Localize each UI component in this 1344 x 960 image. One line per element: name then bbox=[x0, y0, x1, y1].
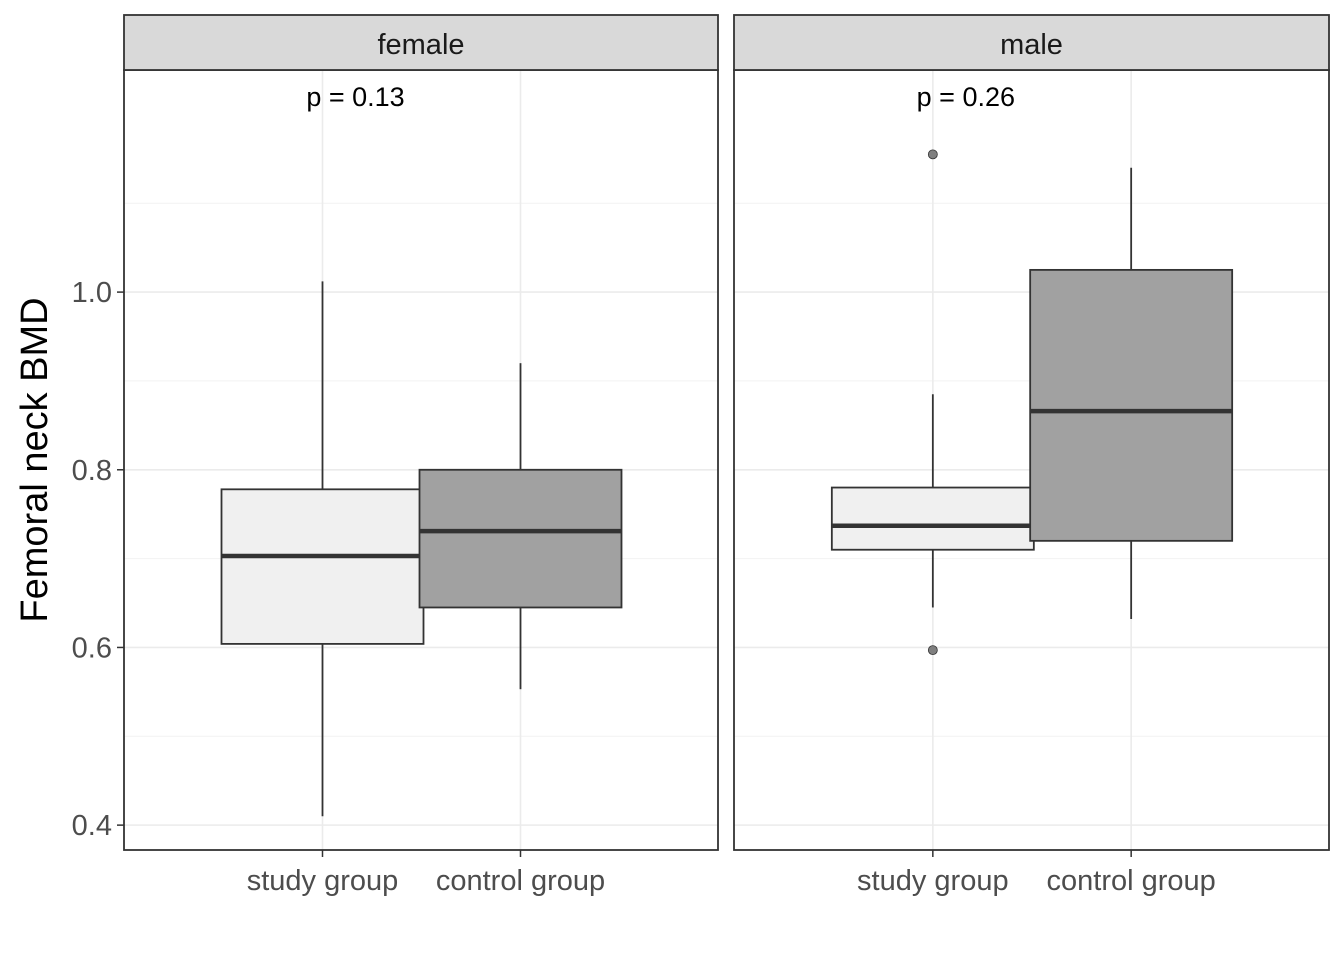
outlier-point bbox=[927, 645, 938, 656]
facet-label: female bbox=[377, 29, 464, 61]
y-tick-label: 1.0 bbox=[72, 277, 112, 309]
x-tick-label: study group bbox=[247, 865, 399, 897]
panel-background bbox=[124, 70, 718, 850]
p-value-annotation: p = 0.13 bbox=[306, 82, 404, 112]
y-axis-title: Femoral neck BMD bbox=[14, 297, 56, 622]
y-tick-label: 0.4 bbox=[72, 810, 112, 842]
y-tick-label: 0.8 bbox=[72, 455, 112, 487]
frames-layer bbox=[117, 14, 1330, 857]
box-control-group bbox=[418, 468, 623, 609]
outlier-point bbox=[927, 149, 938, 160]
box-control-group bbox=[1029, 268, 1234, 542]
box-study-group bbox=[220, 488, 425, 645]
marks-layer bbox=[220, 149, 1234, 817]
x-tick-label: control group bbox=[436, 865, 605, 897]
text-layer: 0.4 0.6 0.8 1.0 female study group control gro… bbox=[72, 29, 1216, 897]
y-tick-label: 0.6 bbox=[72, 632, 112, 664]
x-tick-label: study group bbox=[857, 865, 1009, 897]
facet-strip bbox=[123, 14, 719, 71]
x-tick-label: control group bbox=[1047, 865, 1216, 897]
p-value-annotation: p = 0.26 bbox=[917, 82, 1015, 112]
facet-label: male bbox=[1000, 29, 1063, 61]
box-study-group bbox=[830, 486, 1035, 551]
facet-strip bbox=[733, 14, 1330, 71]
